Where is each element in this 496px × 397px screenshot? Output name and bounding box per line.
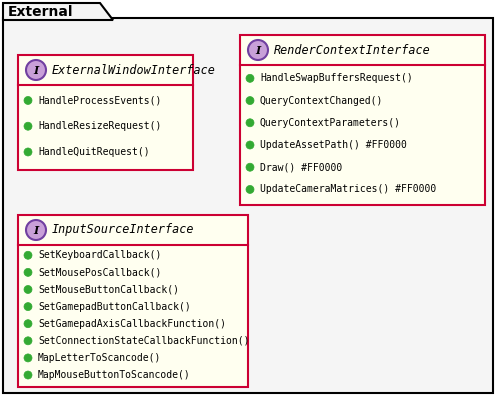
Circle shape xyxy=(246,119,254,127)
Text: SetGamepadButtonCallback(): SetGamepadButtonCallback() xyxy=(38,302,191,312)
Text: MapMouseButtonToScancode(): MapMouseButtonToScancode() xyxy=(38,370,191,380)
Text: SetMousePosCallback(): SetMousePosCallback() xyxy=(38,267,161,278)
Text: SetMouseButtonCallback(): SetMouseButtonCallback() xyxy=(38,285,179,295)
Bar xyxy=(18,215,248,387)
Circle shape xyxy=(24,285,32,293)
Circle shape xyxy=(246,185,254,193)
Text: I: I xyxy=(255,44,260,56)
Circle shape xyxy=(24,354,32,362)
Text: MapLetterToScancode(): MapLetterToScancode() xyxy=(38,353,161,363)
Circle shape xyxy=(248,40,268,60)
Text: HandleProcessEvents(): HandleProcessEvents() xyxy=(38,95,161,106)
Circle shape xyxy=(24,371,32,379)
Bar xyxy=(240,35,485,205)
Text: UpdateAssetPath() #FF0000: UpdateAssetPath() #FF0000 xyxy=(260,140,407,150)
Text: SetKeyboardCallback(): SetKeyboardCallback() xyxy=(38,250,161,260)
Circle shape xyxy=(26,60,46,80)
Circle shape xyxy=(24,337,32,345)
Circle shape xyxy=(246,141,254,149)
Text: I: I xyxy=(33,224,39,235)
Text: SetGamepadAxisCallbackFunction(): SetGamepadAxisCallbackFunction() xyxy=(38,319,226,329)
Circle shape xyxy=(24,251,32,259)
Circle shape xyxy=(24,148,32,156)
Circle shape xyxy=(24,122,32,130)
Circle shape xyxy=(24,303,32,310)
Text: HandleQuitRequest(): HandleQuitRequest() xyxy=(38,147,150,157)
Circle shape xyxy=(24,268,32,276)
Text: SetConnectionStateCallbackFunction(): SetConnectionStateCallbackFunction() xyxy=(38,336,249,346)
Text: ExternalWindowInterface: ExternalWindowInterface xyxy=(52,64,216,77)
Text: HandleResizeRequest(): HandleResizeRequest() xyxy=(38,121,161,131)
Bar xyxy=(18,55,193,170)
Text: QueryContextParameters(): QueryContextParameters() xyxy=(260,118,401,128)
Text: UpdateCameraMatrices() #FF0000: UpdateCameraMatrices() #FF0000 xyxy=(260,185,436,195)
Polygon shape xyxy=(3,3,113,20)
Circle shape xyxy=(246,163,254,171)
Circle shape xyxy=(26,220,46,240)
Text: External: External xyxy=(8,5,73,19)
Text: InputSourceInterface: InputSourceInterface xyxy=(52,224,194,237)
Text: I: I xyxy=(33,64,39,75)
Circle shape xyxy=(246,74,254,82)
Circle shape xyxy=(24,320,32,328)
Text: Draw() #FF0000: Draw() #FF0000 xyxy=(260,162,342,172)
Circle shape xyxy=(246,96,254,104)
Circle shape xyxy=(24,96,32,104)
Text: QueryContextChanged(): QueryContextChanged() xyxy=(260,96,383,106)
Text: HandleSwapBuffersRequest(): HandleSwapBuffersRequest() xyxy=(260,73,413,83)
Text: RenderContextInterface: RenderContextInterface xyxy=(274,44,431,56)
